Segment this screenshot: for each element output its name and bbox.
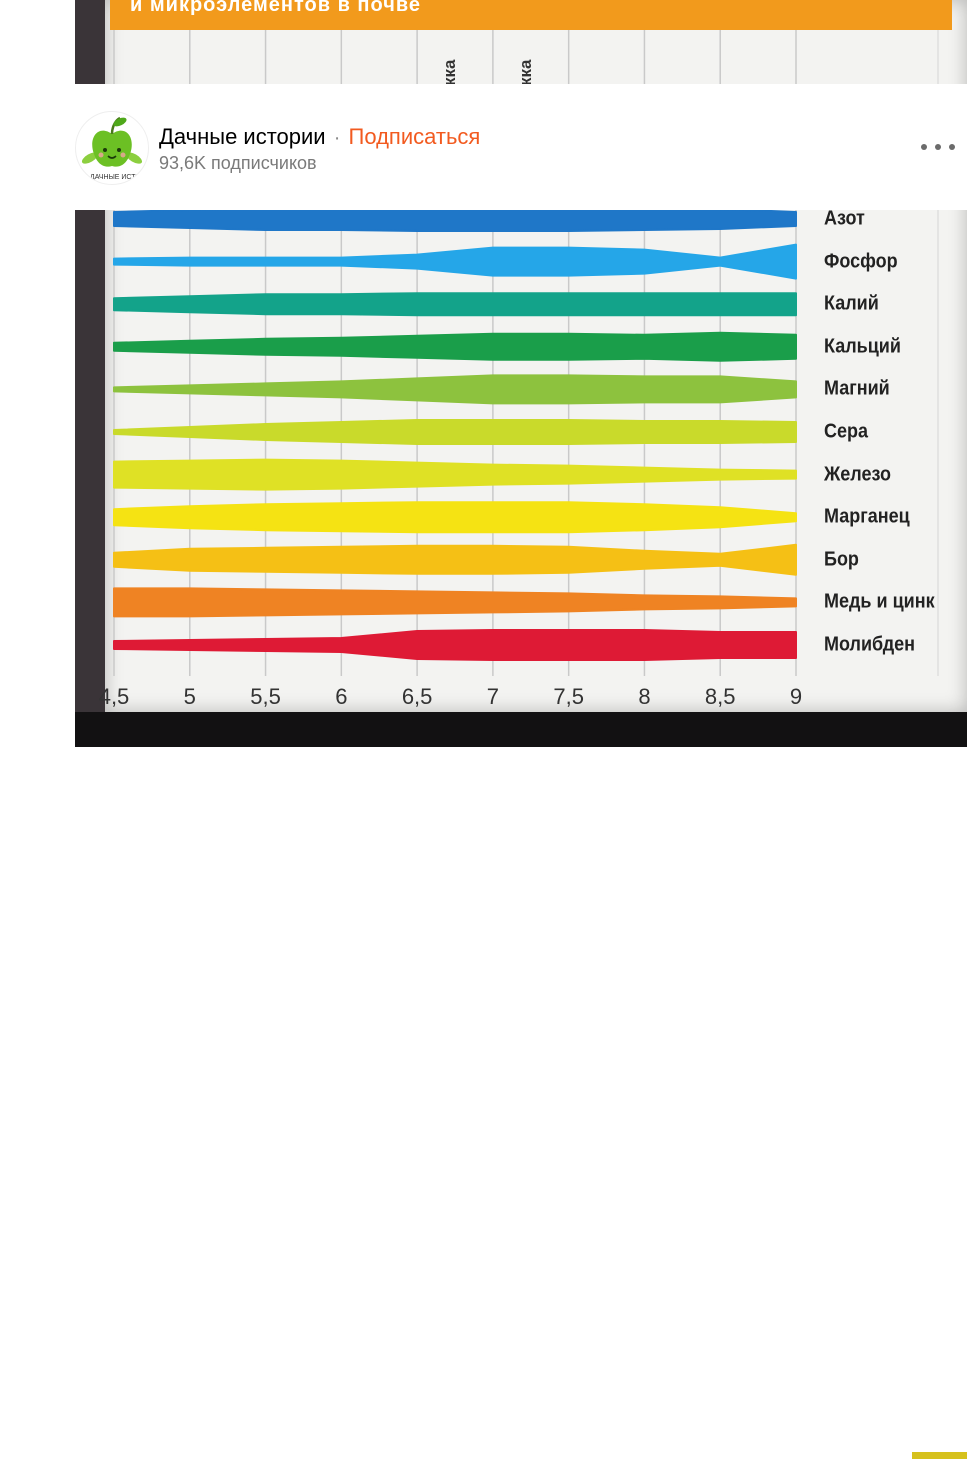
x-tick-label: 6,5 [401,684,433,709]
nutrient-label: Азот [824,207,865,230]
nutrient-band [113,501,797,534]
nutrient-band [113,206,797,232]
nutrient-band [113,243,797,280]
x-tick-label: 8,5 [704,684,736,709]
separator-dot: · [333,127,341,149]
nutrient-label: Сера [824,420,869,443]
column-label-2: кка [516,59,535,86]
nutrient-label: Магний [824,377,890,400]
nutrient-label: Калий [824,292,879,315]
nutrient-availability-chart [113,30,939,676]
nutrient-band [113,331,797,362]
green-apple-icon [81,116,143,167]
more-dots-icon [921,144,927,150]
channel-header: ДАЧНЫЕ ИСТОР Дачные истории · Подписатьс… [75,84,967,210]
photo-bottom-accent [912,1452,967,1459]
nutrient-label: Бор [824,548,859,571]
subscribe-button[interactable]: Подписаться [348,124,481,149]
more-dot [949,144,955,150]
nutrient-label: Кальций [824,335,901,358]
x-tick-label: 9 [789,684,803,709]
more-dot [935,144,941,150]
x-tick-label: 8 [638,684,651,709]
nutrient-band [113,587,797,618]
nutrient-band [113,374,797,405]
x-tick-label: 5,5 [250,684,281,709]
channel-avatar[interactable]: ДАЧНЫЕ ИСТОР [75,111,149,185]
column-label-1: кка [440,59,459,86]
photo-bottom-edge [75,712,967,1459]
avatar-caption: ДАЧНЫЕ ИСТОР [90,174,146,181]
x-tick-label: 7 [486,684,499,709]
nutrient-band [113,629,797,661]
x-tick-label: 6 [335,684,348,709]
channel-name-link[interactable]: Дачные истории [159,124,326,149]
nutrient-band [113,543,797,576]
more-options-button[interactable] [921,140,955,154]
banner-text: и микроэлементов в почве [130,0,421,16]
nutrient-band [113,292,797,317]
nutrient-label: Молибден [824,633,916,656]
x-tick-label: 7,5 [553,684,584,709]
x-tick-label: 5 [183,684,196,709]
nutrient-band [113,419,797,445]
photo-banner: и микроэлементов в почве [110,0,952,30]
channel-title-line: Дачные истории · Подписаться [159,124,480,150]
nutrient-band [113,458,797,491]
nutrient-label: Марганец [824,505,910,528]
nutrient-label: Железо [824,463,891,486]
nutrient-label: Медь и цинк [824,590,935,613]
nutrient-label: Фосфор [824,250,898,273]
subscriber-count: 93,6K подписчиков [159,153,317,173]
x-tick-label: 4,5 [98,684,130,709]
